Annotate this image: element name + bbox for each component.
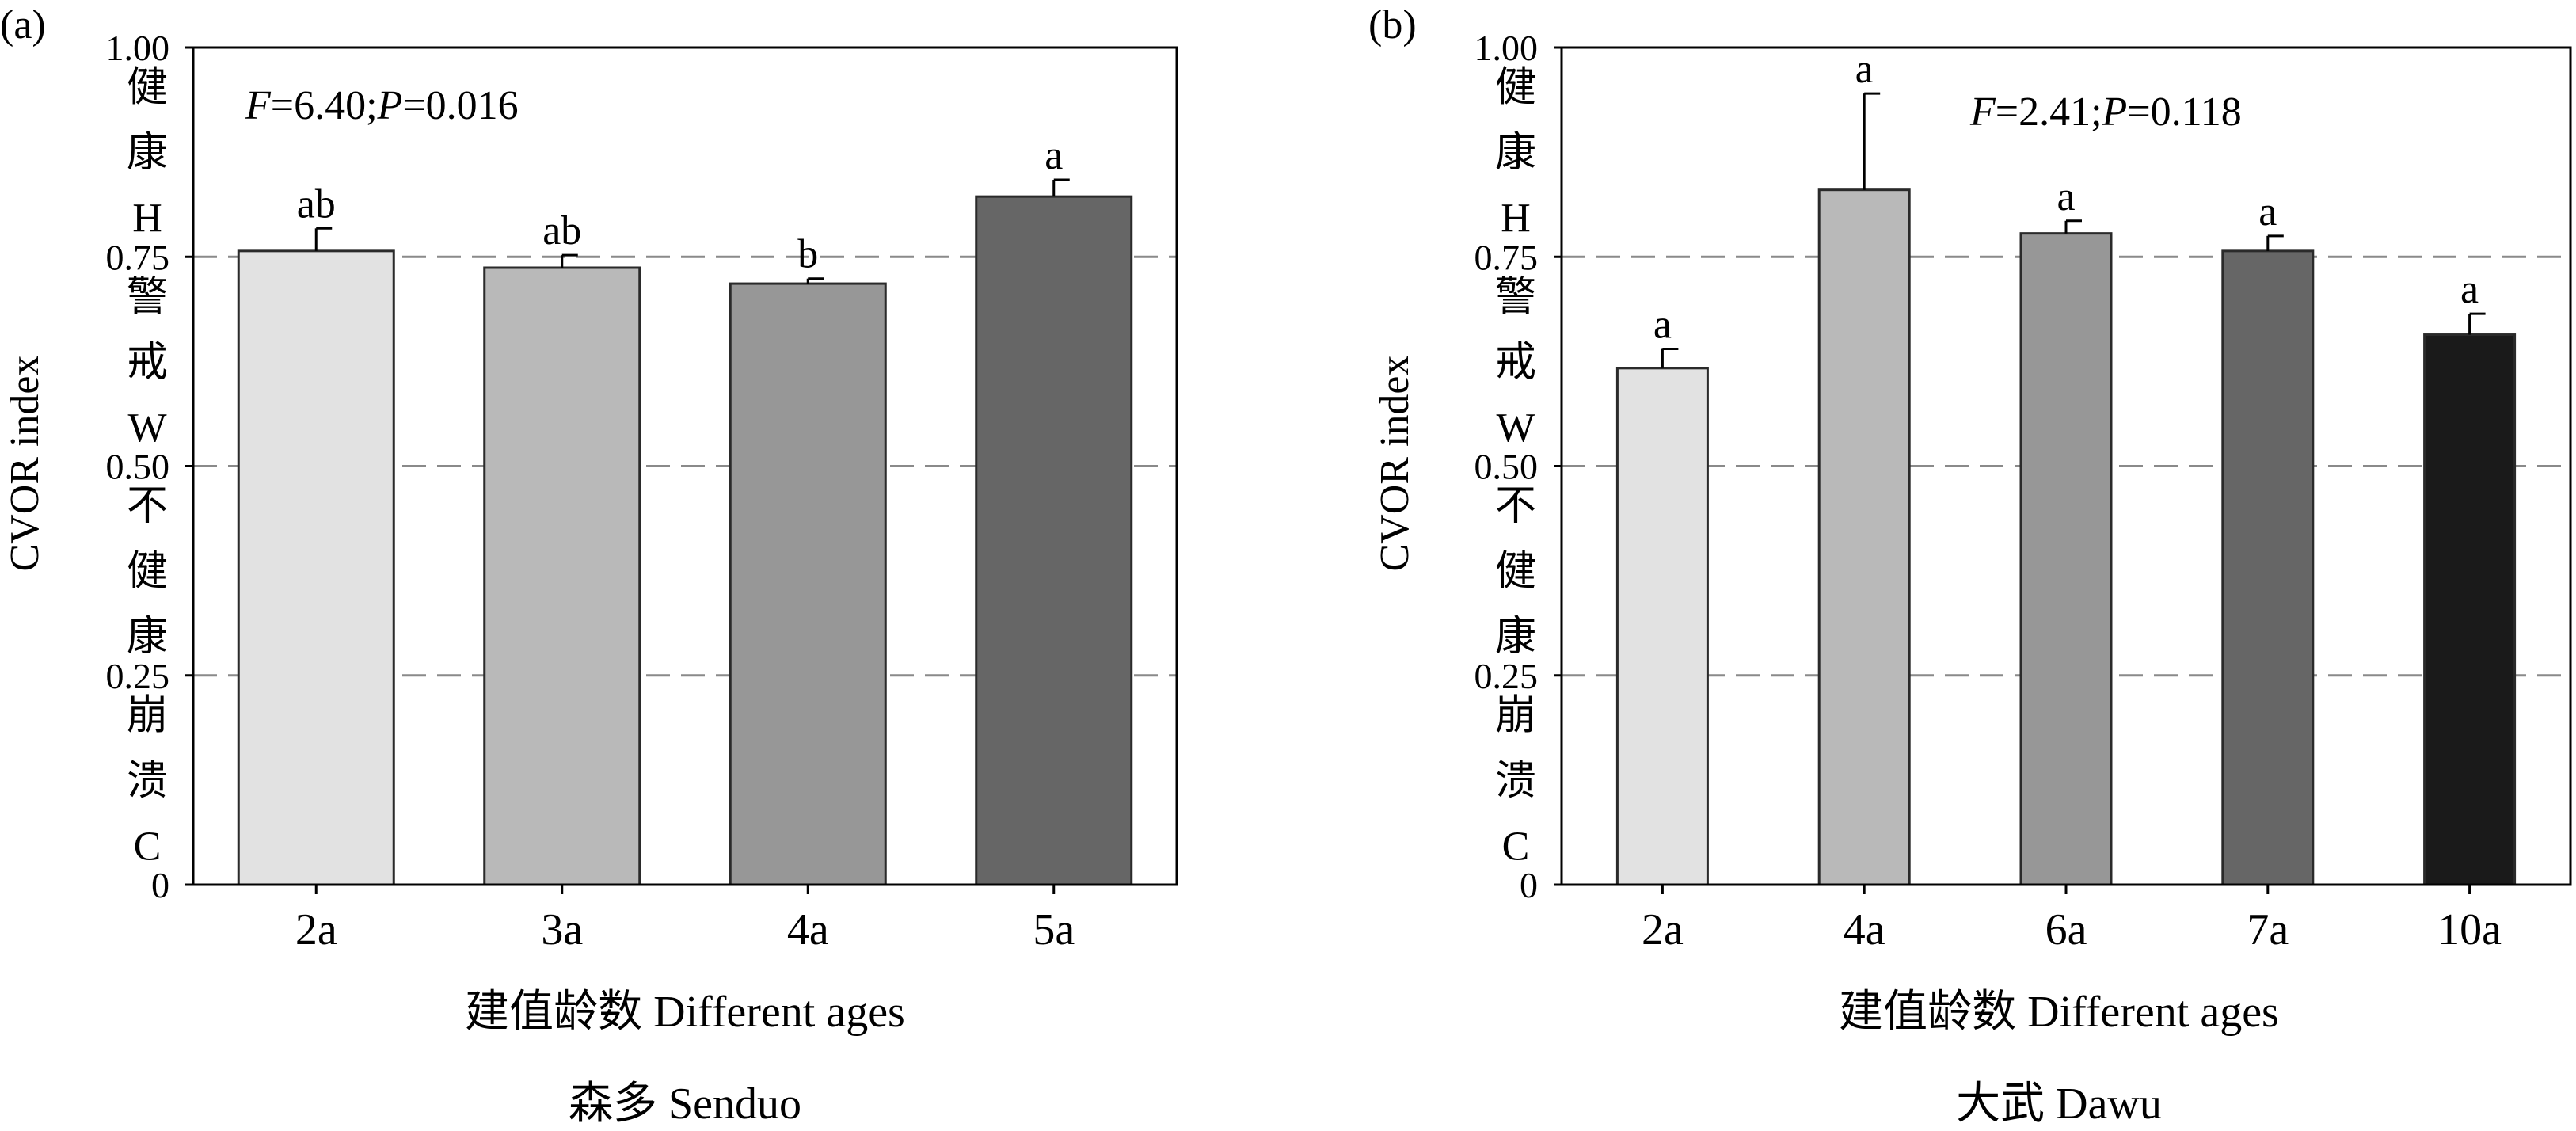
panel-a-significance-label: ab — [297, 181, 336, 227]
panel-a-plot-frame — [192, 46, 1178, 886]
panel-b-y-tick-label: 0.25 — [1474, 656, 1539, 696]
panel-a-x-tick-label: 3a — [541, 905, 583, 954]
panel-a-label: (a) — [0, 2, 46, 48]
panel-b-x-tick-label: 10a — [2437, 905, 2502, 954]
panel-a-stat-annotation: F=6.40;P=0.016 — [245, 83, 519, 128]
panel-a-subtitle: 森多 Senduo — [569, 1080, 801, 1129]
panel-b-zone-char: 康 — [1495, 615, 1536, 660]
panel-b-zone-char: 康 — [1495, 131, 1536, 176]
panel-b-bar — [2019, 232, 2113, 886]
panel-a-y-tick-label: 0.50 — [106, 447, 170, 487]
panel-a-bar — [975, 195, 1133, 886]
panel-b-significance-label: a — [1855, 47, 1874, 92]
panel-a-y-ticks: 0 0.25 0.50 0.75 1.00 — [106, 28, 193, 905]
panel-b-zone-char: 戒 — [1495, 340, 1536, 385]
panel-a-zone-char: 健 — [127, 66, 168, 111]
panel-a-bars: ab 2a ab 3a b 4a a 5a — [237, 133, 1133, 954]
panel-b-x-tick-label: 6a — [2045, 905, 2087, 954]
panel-a-zone-char: 戒 — [127, 340, 168, 385]
panel-a-zone-char: 崩 — [127, 693, 168, 738]
panel-b-x-tick-label: 4a — [1844, 905, 1885, 954]
panel-b-zone-char: C — [1502, 824, 1530, 869]
panel-b-zone-char: 溃 — [1495, 759, 1536, 804]
panel-b-stat-annotation: F=2.41;P=0.118 — [1969, 89, 2242, 135]
panel-a-x-tick-label: 4a — [787, 905, 829, 954]
panel-b-label: (b) — [1368, 2, 1417, 48]
panel-a-zone-char: 溃 — [127, 759, 168, 804]
panel-a-x-tick-label: 2a — [295, 905, 337, 954]
panel-a-y-tick-label: 0 — [151, 865, 169, 905]
panel-a-y-tick-label: 0.75 — [106, 237, 170, 277]
panel-b-significance-label: a — [1653, 303, 1672, 348]
panel-b-y-tick-label: 0.75 — [1474, 237, 1539, 277]
panel-b-zone-char: 崩 — [1495, 693, 1536, 738]
panel-a-y-tick-label: 0.25 — [106, 656, 170, 696]
panel-a-significance-label: b — [797, 232, 818, 277]
panel-b-zone-char: W — [1496, 406, 1535, 451]
panel-b-y-tick-label: 1.00 — [1474, 28, 1539, 68]
panel-a-zone-char: 不 — [127, 484, 168, 529]
panel-b-x-axis-label: 建值龄数 Different ages — [1839, 988, 2279, 1037]
panel-b-y-tick-label: 0.50 — [1474, 447, 1539, 487]
panel-b-subtitle: 大武 Dawu — [1956, 1080, 2162, 1129]
panel-b-zone-char: 不 — [1495, 484, 1536, 529]
panel-a-y-tick-label: 1.00 — [106, 28, 170, 68]
panel-a-zone-char: 康 — [127, 131, 168, 176]
panel-b-bar — [1615, 367, 1709, 886]
panel-a-zone-char: H — [132, 196, 162, 242]
panel-a-zone-char: 警 — [127, 275, 168, 320]
panel-a-zone-char: W — [127, 406, 166, 451]
panel-b-bar — [2221, 249, 2315, 886]
panel-b-zone-char: 警 — [1495, 275, 1536, 320]
panel-b-plot-frame — [1560, 46, 2572, 886]
panel-b-zone-char: H — [1501, 196, 1531, 242]
panel-b-bars: a 2a a 4a a 6a a 7a a 10a — [1615, 47, 2517, 954]
panel-b-bar — [1817, 188, 1911, 886]
panel-b-x-tick-label: 7a — [2247, 905, 2289, 954]
panel-b-y-axis-label: CVOR index — [1372, 356, 1417, 572]
panel-a-zone-char: C — [134, 824, 162, 869]
panel-a-bar — [729, 282, 887, 886]
panel-a-y-axis-label: CVOR index — [2, 356, 48, 572]
panel-b-zone-char: 健 — [1495, 66, 1536, 111]
panel-b-significance-label: a — [2258, 189, 2277, 234]
panel-b-y-ticks: 0 0.25 0.50 0.75 1.00 — [1474, 28, 1562, 905]
panel-b-y-tick-label: 0 — [1520, 865, 1538, 905]
panel-a-zone-char: 康 — [127, 615, 168, 660]
panel-b-significance-label: a — [2057, 174, 2075, 219]
panel-a-bar — [237, 249, 395, 886]
panel-a-zone-char: 健 — [127, 550, 168, 595]
panel-a-x-axis-label: 建值龄数 Different ages — [465, 988, 905, 1037]
panel-b-bar — [2423, 333, 2517, 886]
panel-b-significance-label: a — [2460, 267, 2479, 312]
panel-a-bar — [483, 266, 641, 886]
panel-a-significance-label: a — [1044, 133, 1063, 178]
panel-b-zone-char: 健 — [1495, 550, 1536, 595]
panel-b-x-tick-label: 2a — [1642, 905, 1684, 954]
panel-a-x-tick-label: 5a — [1033, 905, 1075, 954]
panel-a-significance-label: ab — [542, 208, 581, 253]
